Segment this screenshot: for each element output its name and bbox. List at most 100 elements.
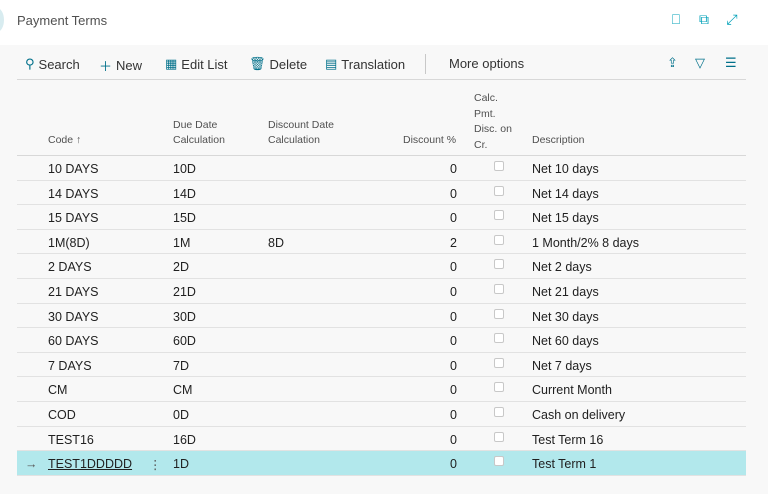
cell-discount-date: 8D — [268, 235, 284, 250]
calc-pmt-disc-checkbox[interactable] — [494, 259, 504, 270]
calc-pmt-disc-checkbox[interactable] — [494, 308, 504, 319]
table-row[interactable]: 15 DAYS 15D 0 Net 15 days — [17, 205, 746, 230]
cell-due-date: 21D — [173, 285, 196, 299]
cell-discount-pct: 0 — [450, 211, 457, 226]
calc-pmt-disc-checkbox[interactable] — [494, 333, 504, 344]
more-options-button[interactable]: More options — [449, 56, 525, 71]
cell-description: Current Month — [532, 383, 612, 398]
calc-pmt-disc-checkbox[interactable] — [494, 185, 504, 196]
table-row[interactable]: → ⋮ TEST1DDDDD 1D 0 Test Term 1 — [17, 451, 746, 476]
action-bar: ⚲ Search ＋ New ▦ Edit List 🗑 Delete ▤ Transla… — [17, 52, 746, 80]
edit-list-icon: ▦ — [165, 56, 178, 71]
cell-description: Net 7 days — [532, 358, 592, 373]
cell-code: 30 DAYS — [48, 309, 99, 324]
cell-discount-pct: 0 — [450, 383, 457, 398]
cell-due-date: 0D — [173, 408, 189, 422]
cell-discount-pct: 0 — [450, 309, 457, 324]
cell-code: CM — [48, 383, 68, 398]
new-button[interactable]: ＋ New — [99, 58, 143, 74]
column-header-code[interactable]: Code ↑ — [48, 134, 82, 146]
column-header-discount-date[interactable]: Discount Date Calculation — [268, 119, 334, 146]
cell-discount-pct: 0 — [450, 334, 457, 349]
table-row[interactable]: 60 DAYS 60D 0 Net 60 days — [17, 328, 746, 353]
cell-description: Net 21 days — [532, 285, 599, 299]
avatar — [0, 8, 4, 32]
table-row[interactable]: 21 DAYS 21D 0 Net 21 days — [17, 279, 746, 304]
cell-due-date: CM — [173, 383, 193, 398]
table-row[interactable]: 7 DAYS 7D 0 Net 7 days — [17, 353, 746, 378]
list-view-icon[interactable]: ☰ — [725, 55, 737, 70]
table-row[interactable]: TEST16 16D 0 Test Term 16 — [17, 427, 746, 452]
open-new-window-icon[interactable]: ⧉ — [699, 11, 709, 27]
cell-due-date: 30D — [173, 309, 196, 324]
filter-icon[interactable]: ▽ — [695, 55, 705, 70]
row-actions-icon[interactable]: ⋮ — [149, 458, 162, 473]
current-row-arrow-icon: → — [25, 457, 38, 472]
cell-discount-pct: 0 — [450, 408, 457, 422]
table-row[interactable]: 14 DAYS 14D 0 Net 14 days — [17, 181, 746, 206]
table-row[interactable]: 1M(8D) 1M 8D 2 1 Month/2% 8 days — [17, 230, 746, 255]
calc-pmt-disc-checkbox[interactable] — [494, 456, 504, 467]
calc-pmt-disc-checkbox[interactable] — [494, 234, 504, 245]
table-row[interactable]: 10 DAYS 10D 0 Net 10 days — [17, 156, 746, 181]
table-row[interactable]: 30 DAYS 30D 0 Net 30 days — [17, 304, 746, 329]
table-row[interactable]: COD 0D 0 Cash on delivery — [17, 402, 746, 427]
cell-due-date: 14D — [173, 186, 196, 201]
expand-icon[interactable]: ⤢ — [726, 11, 738, 27]
cell-code: 10 DAYS — [48, 162, 99, 176]
cell-discount-pct: 2 — [450, 235, 457, 250]
calc-pmt-disc-checkbox[interactable] — [494, 284, 504, 294]
cell-discount-pct: 0 — [450, 186, 457, 201]
cell-description: Net 14 days — [532, 186, 599, 201]
cell-description: Cash on delivery — [532, 408, 626, 422]
column-header-description[interactable]: Description — [532, 134, 585, 146]
cell-code: 21 DAYS — [48, 285, 99, 299]
column-header-calc-pmt-disc[interactable]: Calc. Pmt. Disc. on Cr. — [474, 92, 512, 151]
calc-pmt-disc-checkbox[interactable] — [494, 431, 504, 442]
cell-due-date: 60D — [173, 334, 196, 349]
cell-discount-pct: 0 — [450, 457, 457, 472]
search-icon: ⚲ — [25, 56, 35, 71]
share-icon[interactable]: ⇪ — [667, 55, 678, 70]
delete-button[interactable]: 🗑 Delete — [249, 56, 308, 72]
cell-due-date: 10D — [173, 162, 196, 176]
calc-pmt-disc-checkbox[interactable] — [494, 382, 504, 393]
cell-code: 15 DAYS — [48, 211, 99, 226]
cell-due-date: 16D — [173, 432, 196, 447]
translation-button[interactable]: ▤ Translation — [325, 56, 406, 72]
search-button[interactable]: ⚲ Search — [25, 56, 80, 72]
cell-description: Test Term 16 — [532, 432, 604, 447]
column-header-due-date[interactable]: Due Date Calculation — [173, 119, 225, 146]
cell-code: 60 DAYS — [48, 334, 99, 349]
bookmark-icon[interactable]: ⎕ — [671, 11, 681, 27]
calc-pmt-disc-checkbox[interactable] — [494, 407, 504, 417]
cell-description: Net 10 days — [532, 162, 599, 176]
table-row[interactable]: 2 DAYS 2D 0 Net 2 days — [17, 254, 746, 279]
cell-code[interactable]: TEST1DDDDD — [48, 457, 133, 472]
cell-discount-pct: 0 — [450, 285, 457, 299]
cell-code: COD — [48, 408, 76, 422]
cell-description: Test Term 1 — [532, 457, 597, 472]
plus-icon: ＋ — [99, 59, 113, 74]
cell-code: TEST16 — [48, 432, 94, 447]
edit-list-button[interactable]: ▦ Edit List — [165, 56, 228, 72]
cell-due-date: 1D — [173, 457, 189, 472]
calc-pmt-disc-checkbox[interactable] — [494, 210, 504, 221]
table-row[interactable]: CM CM 0 Current Month — [17, 377, 746, 402]
calc-pmt-disc-checkbox[interactable] — [494, 357, 504, 368]
cell-due-date: 15D — [173, 211, 196, 226]
cell-description: Net 60 days — [532, 334, 599, 349]
calc-pmt-disc-checkbox[interactable] — [494, 161, 504, 171]
column-header-discount-pct[interactable]: Discount % — [403, 134, 457, 146]
cell-discount-pct: 0 — [450, 162, 457, 176]
cell-description: Net 2 days — [532, 260, 592, 275]
cell-code: 1M(8D) — [48, 235, 90, 250]
cell-discount-pct: 0 — [450, 358, 457, 373]
translation-icon: ▤ — [325, 56, 338, 71]
cell-description: 1 Month/2% 8 days — [532, 235, 640, 250]
cell-description: Net 15 days — [532, 211, 599, 226]
cell-discount-pct: 0 — [450, 432, 457, 447]
trash-icon: 🗑 — [249, 56, 266, 71]
page-title: Payment Terms — [17, 13, 108, 28]
header-divider — [17, 155, 746, 156]
